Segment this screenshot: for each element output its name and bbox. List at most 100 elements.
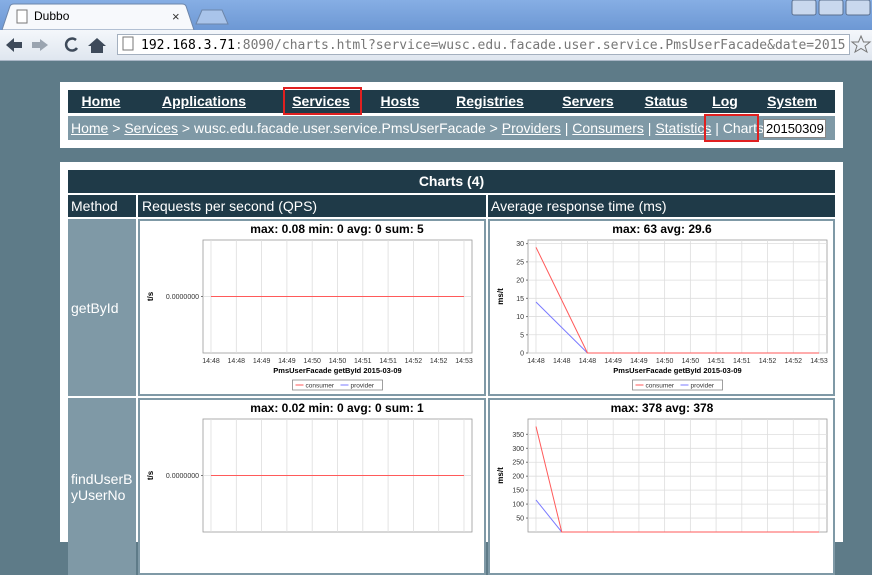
table-title: Charts (4)	[68, 170, 835, 193]
x-axis-label: PmsUserFacade getById 2015-03-09	[273, 366, 401, 375]
method-cell: findUserByUserNo	[68, 398, 136, 575]
address-bar[interactable]: 192.168.3.71:8090/charts.html?service=wu…	[117, 34, 850, 55]
tab[interactable]	[1, 3, 195, 31]
rt-chart: max: 378 avg: 378 50 100 150 200 250 300 350 ms/…	[490, 400, 833, 573]
chart-cell: max: 0.08 min: 0 avg: 0 sum: 5 14:48 14:48…	[138, 219, 486, 396]
crumb: |	[643, 120, 656, 136]
y-tick-label: 10	[516, 314, 524, 321]
nav-link[interactable]: System	[767, 93, 817, 109]
x-tick-label: 14:49	[253, 358, 271, 365]
legend-label: consumer	[646, 383, 675, 390]
star[interactable]	[850, 30, 872, 60]
nav-link[interactable]: Hosts	[380, 93, 420, 109]
chart-title: max: 63 avg: 29.6	[612, 222, 712, 236]
new-tab[interactable]	[195, 9, 229, 25]
x-tick-label: 14:48	[579, 358, 597, 365]
x-tick-label: 14:51	[354, 358, 372, 365]
x-tick-label: 14:48	[228, 358, 246, 365]
series-line	[535, 247, 819, 354]
chart-cell: max: 63 avg: 29.6 14:48 14:48 14:48 14:49 14:…	[488, 219, 835, 396]
y-tick-label: 250	[512, 460, 524, 467]
y-tick-label: 350	[512, 432, 524, 439]
crumb[interactable]: Consumers	[572, 120, 644, 136]
nav-link[interactable]: Registries	[456, 93, 524, 109]
url-rest: :8090/charts.html?service=wusc.edu.facad…	[234, 38, 846, 53]
y-tick-label: 30	[516, 241, 524, 248]
chart-title: max: 0.02 min: 0 avg: 0 sum: 1	[250, 401, 424, 415]
rt-chart: max: 63 avg: 29.6 14:48 14:48 14:48 14:49 14:…	[490, 221, 833, 394]
highlight-box	[283, 87, 362, 115]
x-tick-label: 14:52	[430, 358, 448, 365]
charts-panel: Charts (4) Method Requests per second (Q…	[60, 162, 843, 575]
crumb[interactable]: Home	[71, 120, 109, 136]
crumb[interactable]: Statistics	[655, 120, 712, 136]
nav-link[interactable]: Home	[81, 93, 121, 109]
y-tick-label: 5	[520, 332, 524, 339]
forward-button[interactable]	[32, 39, 48, 51]
back-button[interactable]	[6, 38, 22, 52]
nav-link[interactable]: Services	[292, 93, 350, 109]
x-tick-label: 14:53	[455, 358, 473, 365]
close[interactable]	[845, 0, 871, 16]
x-tick-label: 14:50	[329, 358, 347, 365]
highlight-box	[704, 114, 759, 142]
column-header: Average response time (ms)	[488, 195, 835, 217]
x-tick-label: 14:50	[656, 358, 674, 365]
tab-title: Dubbo	[34, 9, 70, 23]
chart-cell: max: 0.02 min: 0 avg: 0 sum: 1 0.0000000 t…	[138, 398, 486, 575]
date-input[interactable]: 20150309	[763, 119, 826, 138]
breadcrumb: Home > Services > wusc.edu.facade.user.s…	[68, 116, 835, 140]
y-tick-label: 150	[512, 488, 524, 495]
column-header: Method	[68, 195, 136, 217]
y-tick-label: 0.0000000	[166, 294, 199, 301]
x-tick-label: 14:52	[405, 358, 423, 365]
home-button[interactable]	[88, 38, 106, 53]
y-axis-label: ms/t	[496, 467, 505, 484]
tab-close[interactable]: ×	[172, 9, 180, 24]
legend	[632, 379, 723, 391]
legend	[292, 379, 383, 391]
crumb: > wusc.edu.facade.user.service.PmsUserFa…	[178, 120, 502, 136]
reload-button[interactable]	[64, 37, 79, 52]
y-tick-label: 100	[512, 502, 524, 509]
method-cell: getById	[68, 219, 136, 396]
y-tick-label: 20	[516, 278, 524, 285]
y-tick-label: 200	[512, 474, 524, 481]
crumb[interactable]: Providers	[501, 120, 561, 136]
y-tick-label: 50	[516, 516, 524, 523]
x-tick-label: 14:52	[759, 358, 777, 365]
maximize[interactable]	[818, 0, 844, 16]
title-bar: Dubbo ×	[0, 0, 872, 31]
plot-area	[527, 239, 828, 354]
minimize[interactable]	[791, 0, 817, 16]
y-tick-label: 25	[516, 259, 524, 266]
y-axis-label: ms/t	[496, 288, 505, 305]
x-tick-label: 14:49	[630, 358, 648, 365]
legend-label: provider	[691, 383, 715, 390]
nav-link[interactable]: Status	[644, 93, 688, 109]
x-tick-label: 14:50	[303, 358, 321, 365]
column-header: Requests per second (QPS)	[138, 195, 486, 217]
chart-cell: max: 378 avg: 378 50 100 150 200 250 300 350 ms/…	[488, 398, 835, 575]
nav-link[interactable]: Log	[712, 93, 738, 109]
crumb[interactable]: Services	[124, 120, 179, 136]
tab-strip: Dubbo ×	[1, 0, 871, 31]
nav-link[interactable]: Servers	[562, 93, 614, 109]
x-tick-label: 14:48	[527, 358, 545, 365]
legend-label: consumer	[306, 383, 335, 390]
nav-bar: Home Applications Services Hosts Registr…	[68, 90, 835, 113]
y-axis-label: t/s	[146, 470, 155, 480]
x-tick-label: 14:49	[604, 358, 622, 365]
crumb: |	[711, 120, 723, 136]
nav-link[interactable]: Applications	[161, 93, 247, 109]
y-tick-label: 15	[516, 296, 524, 303]
crumb: >	[108, 120, 125, 136]
legend-label: provider	[351, 383, 375, 390]
y-tick-label: 300	[512, 446, 524, 453]
qps-chart: max: 0.02 min: 0 avg: 0 sum: 1 0.0000000 t…	[140, 400, 484, 573]
plot-area	[527, 418, 828, 533]
x-tick-label: 14:48	[202, 358, 220, 365]
chart-title: max: 0.08 min: 0 avg: 0 sum: 5	[250, 222, 424, 236]
x-tick-label: 14:50	[682, 358, 700, 365]
